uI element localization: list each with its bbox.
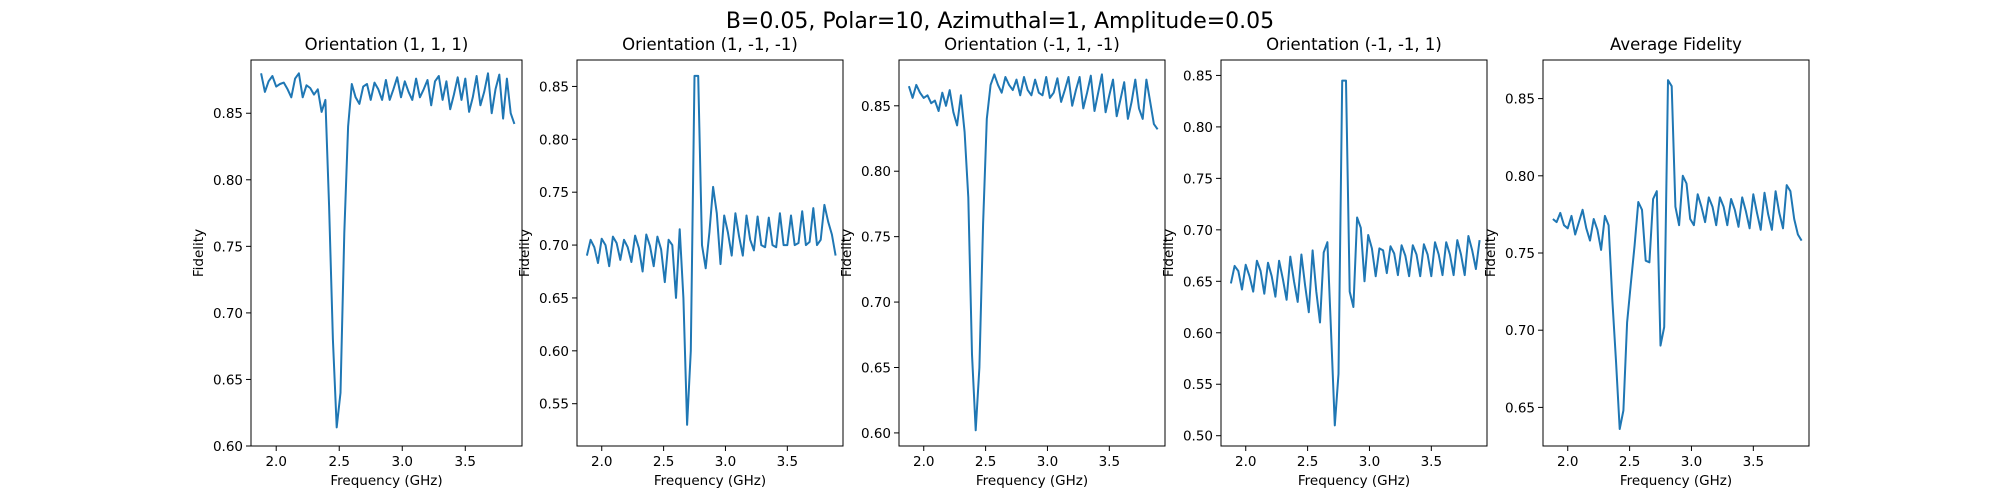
x-tick-label: 3.5	[1099, 454, 1120, 470]
x-tick-label: 2.0	[591, 454, 612, 470]
y-tick-label: 0.70	[1183, 223, 1213, 239]
x-tick-label: 2.5	[1297, 454, 1318, 470]
series-line	[585, 74, 837, 426]
subplot-2: Orientation (1, -1, -1) 2.0 2.5 3.0 3.5 0.55 0…	[517, 35, 844, 489]
y-tick-label: 0.85	[213, 106, 243, 122]
y-axis-label: Fidelity	[517, 229, 533, 277]
x-tick-label: 3.5	[1421, 454, 1442, 470]
x-tick-label: 3.0	[715, 454, 736, 470]
y-tick-label: 0.60	[861, 426, 891, 442]
y-tick-label: 0.65	[1183, 274, 1213, 290]
subplot-title: Orientation (1, -1, -1)	[622, 35, 798, 54]
x-axis-label: Frequency (GHz)	[976, 473, 1088, 489]
y-tick-label: 0.85	[861, 99, 891, 115]
y-tick-label: 0.65	[539, 291, 569, 307]
y-tick-label: 0.85	[1505, 92, 1535, 108]
y-tick-label: 0.80	[861, 164, 891, 180]
axes-frame	[898, 59, 1166, 447]
subplot-4: Orientation (-1, -1, 1) 2.0 2.5 3.0 3.5 0.50 0…	[1161, 35, 1488, 489]
x-tick-label: 3.5	[1743, 454, 1764, 470]
x-axis-label: Frequency (GHz)	[330, 473, 442, 489]
subplot-title: Orientation (1, 1, 1)	[305, 35, 469, 54]
y-tick-label: 0.75	[861, 230, 891, 246]
series-line	[1229, 79, 1481, 427]
y-axis-label: Fidelity	[191, 229, 207, 277]
x-axis-label: Frequency (GHz)	[1298, 473, 1410, 489]
x-tick-label: 3.0	[1037, 454, 1058, 470]
x-tick-label: 2.0	[913, 454, 934, 470]
y-tick-label: 0.75	[1505, 246, 1535, 262]
y-tick-label: 0.70	[1505, 323, 1535, 339]
y-tick-label: 0.70	[861, 295, 891, 311]
y-axis-label: Fidelity	[1483, 229, 1499, 277]
y-tick-label: 0.85	[1183, 68, 1213, 84]
y-tick-label: 0.65	[1505, 400, 1535, 416]
subplot-5: Average Fidelity 2.0 2.5 3.0 3.5 0.65 0.70 0.75…	[1483, 35, 1810, 489]
x-tick-label: 2.0	[265, 454, 286, 470]
subplot-3: Orientation (-1, 1, -1) 2.0 2.5 3.0 3.5 0.60 0…	[839, 35, 1166, 489]
x-axis-label: Frequency (GHz)	[654, 473, 766, 489]
y-tick-label: 0.75	[213, 239, 243, 255]
subplot-title: Orientation (-1, 1, -1)	[944, 35, 1120, 54]
x-tick-label: 3.0	[392, 454, 413, 470]
x-tick-label: 2.5	[328, 454, 349, 470]
x-tick-label: 3.0	[1359, 454, 1380, 470]
subplot-title: Orientation (-1, -1, 1)	[1266, 35, 1442, 54]
axes-frame	[250, 59, 523, 447]
x-tick-label: 2.5	[975, 454, 996, 470]
x-tick-label: 3.0	[1681, 454, 1702, 470]
y-tick-label: 0.80	[1183, 120, 1213, 136]
axes-frame	[1220, 59, 1488, 447]
axes-frame	[576, 59, 844, 447]
subplot-grid: Orientation (1, 1, 1) 2.0 2.5 3.0 3.5 0.60 0.6…	[191, 35, 1810, 489]
series-line	[907, 73, 1159, 432]
y-tick-label: 0.55	[1183, 377, 1213, 393]
y-tick-label: 0.70	[213, 306, 243, 322]
y-tick-label: 0.75	[539, 185, 569, 201]
x-tick-label: 2.5	[1619, 454, 1640, 470]
y-tick-label: 0.60	[1183, 326, 1213, 342]
y-tick-label: 0.50	[1183, 429, 1213, 445]
series-line	[260, 72, 516, 429]
y-tick-label: 0.70	[539, 238, 569, 254]
y-axis-label: Fidelity	[1161, 229, 1177, 277]
subplot-title: Average Fidelity	[1610, 35, 1742, 54]
y-tick-label: 0.85	[539, 79, 569, 95]
series-line	[1552, 79, 1803, 430]
x-tick-label: 2.5	[653, 454, 674, 470]
x-axis-label: Frequency (GHz)	[1620, 473, 1732, 489]
y-tick-label: 0.80	[1505, 169, 1535, 185]
figure-suptitle: B=0.05, Polar=10, Azimuthal=1, Amplitude…	[726, 9, 1274, 34]
y-tick-label: 0.65	[861, 360, 891, 376]
y-tick-label: 0.80	[539, 132, 569, 148]
y-tick-label: 0.60	[213, 439, 243, 455]
y-tick-label: 0.60	[539, 344, 569, 360]
y-tick-label: 0.65	[213, 372, 243, 388]
x-tick-label: 2.0	[1557, 454, 1578, 470]
x-tick-label: 3.5	[455, 454, 476, 470]
y-axis-label: Fidelity	[839, 229, 855, 277]
subplot-1: Orientation (1, 1, 1) 2.0 2.5 3.0 3.5 0.60 0.6…	[191, 35, 523, 489]
y-tick-label: 0.55	[539, 397, 569, 413]
axes-frame	[1542, 59, 1810, 447]
x-tick-label: 3.5	[777, 454, 798, 470]
y-tick-label: 0.75	[1183, 171, 1213, 187]
y-tick-label: 0.80	[213, 173, 243, 189]
x-tick-label: 2.0	[1235, 454, 1256, 470]
